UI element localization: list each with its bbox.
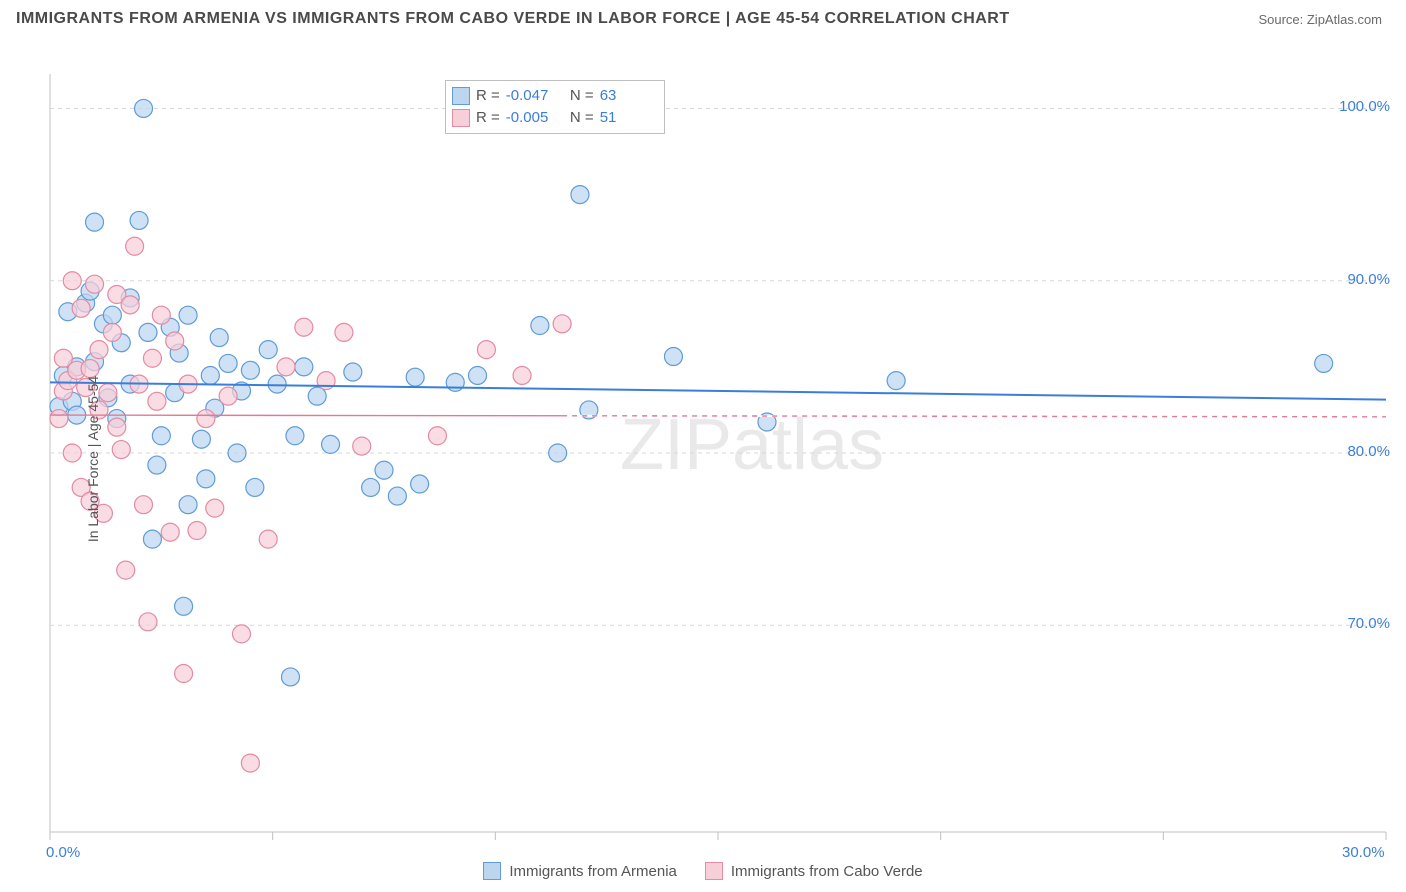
y-tick-label: 90.0% [1347, 271, 1390, 288]
legend-item: Immigrants from Cabo Verde [705, 862, 923, 880]
chart-container: In Labor Force | Age 45-54 ZIPatlas R =-… [0, 34, 1406, 884]
legend-swatch [483, 862, 501, 880]
chart-title: IMMIGRANTS FROM ARMENIA VS IMMIGRANTS FR… [16, 10, 1010, 28]
correlation-legend: R =-0.047 N =63 R =-0.005 N =51 [445, 80, 665, 134]
correlation-legend-row: R =-0.005 N =51 [452, 107, 654, 129]
y-tick-label: 80.0% [1347, 443, 1390, 460]
x-tick-label: 0.0% [46, 844, 80, 861]
legend-label: Immigrants from Cabo Verde [731, 863, 923, 880]
correlation-legend-row: R =-0.047 N =63 [452, 85, 654, 107]
source-label: Source: ZipAtlas.com [1258, 12, 1382, 27]
legend-swatch [705, 862, 723, 880]
legend-swatch [452, 87, 470, 105]
legend-label: Immigrants from Armenia [509, 863, 677, 880]
series-legend: Immigrants from Armenia Immigrants from C… [0, 862, 1406, 880]
x-tick-label: 30.0% [1342, 844, 1385, 861]
y-axis-label: In Labor Force | Age 45-54 [85, 376, 101, 542]
scatter-plot [0, 34, 1406, 884]
y-tick-label: 100.0% [1339, 98, 1390, 115]
legend-item: Immigrants from Armenia [483, 862, 677, 880]
legend-swatch [452, 109, 470, 127]
y-tick-label: 70.0% [1347, 615, 1390, 632]
